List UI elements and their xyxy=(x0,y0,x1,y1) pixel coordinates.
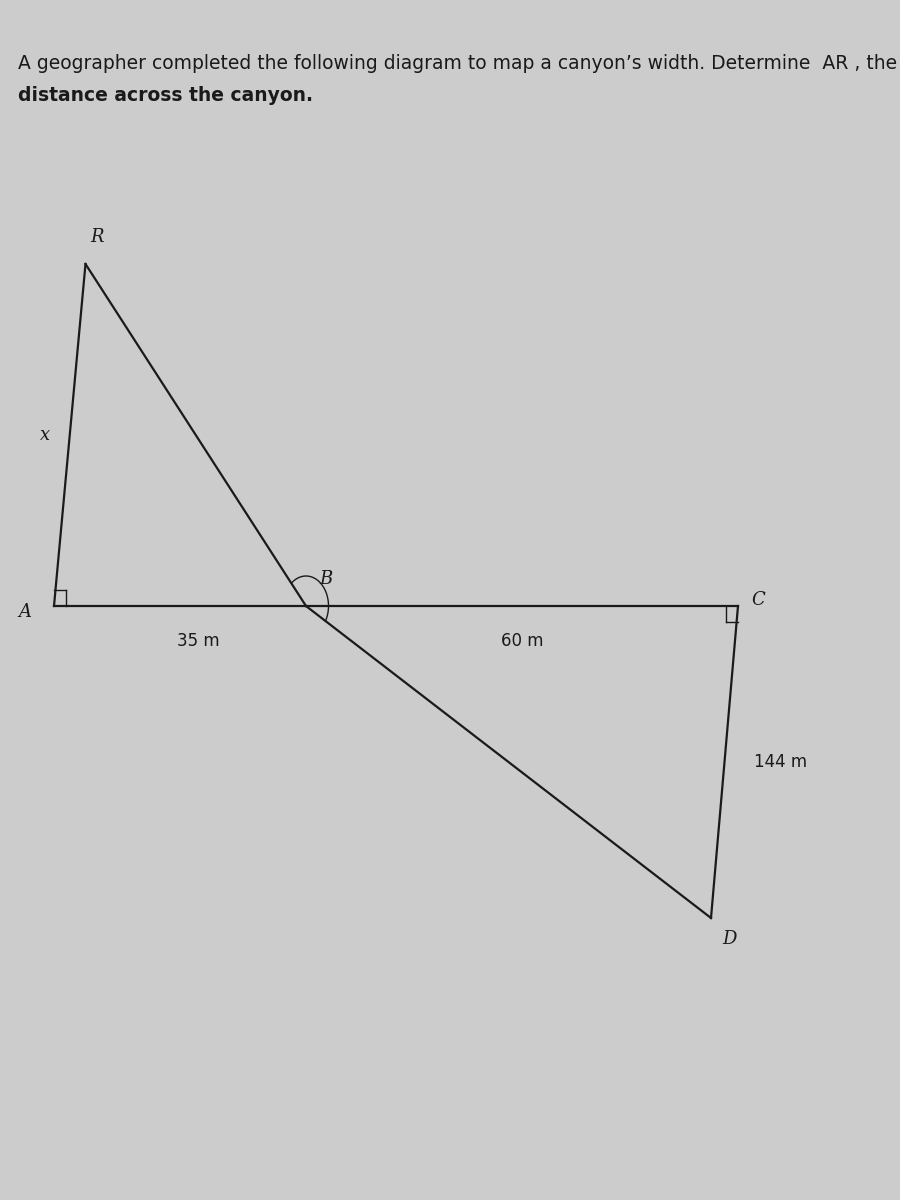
Text: x: x xyxy=(40,426,50,444)
Text: distance across the canyon.: distance across the canyon. xyxy=(18,86,313,106)
Text: A geographer completed the following diagram to map a canyon’s width. Determine : A geographer completed the following dia… xyxy=(18,54,897,73)
Text: D: D xyxy=(722,930,736,948)
Text: C: C xyxy=(752,590,765,608)
Text: B: B xyxy=(320,570,333,588)
Text: A: A xyxy=(19,602,32,622)
Text: 144 m: 144 m xyxy=(754,754,807,770)
Text: 35 m: 35 m xyxy=(176,632,220,650)
Text: 60 m: 60 m xyxy=(500,632,544,650)
Text: R: R xyxy=(90,228,104,246)
